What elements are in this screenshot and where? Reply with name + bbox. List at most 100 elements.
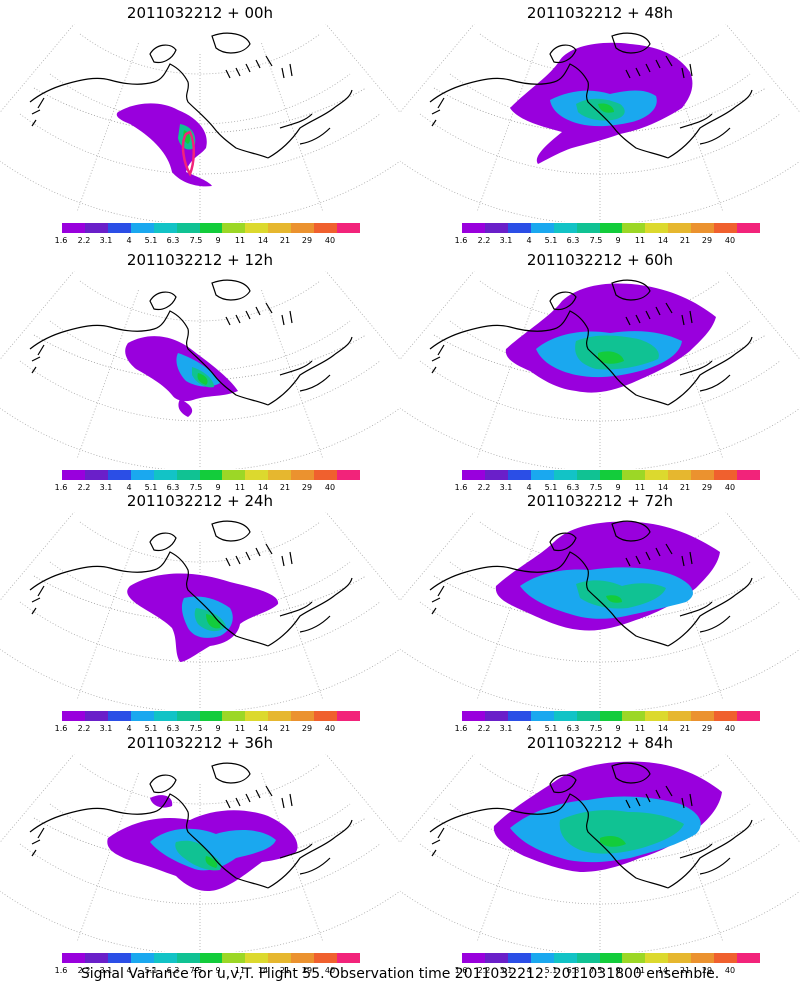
colorbar-swatch — [130, 953, 154, 963]
colorbar-swatch — [84, 711, 108, 721]
colorbar-tick-label: 3.1 — [99, 236, 113, 245]
colorbar-swatch — [553, 953, 577, 963]
colorbar-tick-label: 2.2 — [477, 236, 491, 245]
colorbar-swatch — [484, 953, 508, 963]
colorbar-tick-label: 4 — [526, 724, 532, 733]
colorbar-swatch — [576, 711, 600, 721]
colorbar-tick-label: 14 — [257, 483, 269, 492]
colorbar-tick-label: 14 — [657, 724, 669, 733]
colorbar-swatch — [576, 470, 600, 480]
colorbar-swatch — [576, 223, 600, 233]
colorbar-tick-label: 11 — [634, 236, 646, 245]
colorbar-tick-label: 3.1 — [499, 724, 513, 733]
colorbar-tick-label: 9 — [615, 483, 621, 492]
colorbar-tick-label: 3.1 — [499, 236, 513, 245]
forecast-panel: 2011032212 + 00h 1.6 2.2 3.1 4 5.1 6.3 7.5 9 11 14… — [0, 0, 400, 245]
variance-map — [0, 512, 400, 710]
colorbar-tick-label: 4 — [526, 236, 532, 245]
colorbar-tick-label: 11 — [234, 724, 246, 733]
colorbar-swatch — [599, 470, 623, 480]
colorbar-swatch — [245, 711, 269, 721]
variance-map — [400, 24, 800, 222]
colorbar-tick-label: 5.1 — [144, 236, 158, 245]
colorbar-swatch — [668, 711, 692, 721]
colorbar — [462, 711, 760, 721]
colorbar — [462, 470, 760, 480]
colorbar-swatch — [462, 953, 485, 963]
colorbar-swatch — [62, 953, 85, 963]
panel-title: 2011032212 + 36h — [126, 734, 274, 752]
colorbar-labels: 1.6 2.2 3.1 4 5.1 6.3 7.5 9 11 14 21 29 40 — [54, 483, 374, 493]
forecast-panel: 2011032212 + 12h 1.6 2.2 3.1 4 5.1 6.3 7.5 9 11 14… — [0, 247, 400, 492]
colorbar-tick-label: 21 — [679, 966, 691, 975]
colorbar-swatch — [668, 223, 692, 233]
colorbar-swatch — [645, 223, 669, 233]
colorbar-swatch — [291, 223, 315, 233]
panel-title: 2011032212 + 00h — [126, 4, 274, 22]
colorbar-swatch — [84, 470, 108, 480]
colorbar-tick-label: 29 — [301, 236, 313, 245]
colorbar-swatch — [668, 470, 692, 480]
colorbar-tick-label: 7.5 — [189, 236, 203, 245]
colorbar-tick-label: 29 — [301, 966, 313, 975]
variance-map — [400, 754, 800, 952]
colorbar-tick-label: 11 — [234, 483, 246, 492]
colorbar-swatch — [130, 470, 154, 480]
colorbar-swatch — [62, 470, 85, 480]
colorbar-swatch — [268, 223, 292, 233]
colorbar-swatch — [691, 223, 715, 233]
colorbar-swatch — [691, 953, 715, 963]
colorbar-swatch — [130, 711, 154, 721]
colorbar-tick-label: 21 — [279, 483, 291, 492]
colorbar-swatch — [507, 223, 531, 233]
colorbar-tick-label: 4 — [526, 483, 532, 492]
colorbar-swatch — [107, 953, 131, 963]
colorbar-swatch — [245, 470, 269, 480]
colorbar-tick-label: 2.2 — [77, 236, 91, 245]
panel-title: 2011032212 + 48h — [526, 4, 674, 22]
colorbar-swatch — [62, 223, 85, 233]
colorbar — [462, 953, 760, 963]
colorbar-tick-label: 4 — [526, 966, 532, 975]
colorbar-swatch — [153, 953, 177, 963]
colorbar-tick-label: 21 — [279, 236, 291, 245]
colorbar-swatch — [530, 711, 554, 721]
colorbar-swatch — [337, 953, 360, 963]
variance-field — [107, 795, 298, 892]
colorbar-swatch — [622, 953, 646, 963]
colorbar-swatch — [737, 953, 760, 963]
colorbar-labels: 1.6 2.2 3.1 4 5.1 6.3 7.5 9 11 14 21 29 40 — [54, 966, 374, 976]
colorbar-tick-label: 9 — [615, 236, 621, 245]
colorbar-tick-label: 5.1 — [144, 724, 158, 733]
variance-field — [495, 521, 720, 631]
colorbar-tick-label: 2.2 — [77, 724, 91, 733]
variance-map — [0, 271, 400, 469]
colorbar-swatch — [507, 470, 531, 480]
colorbar-swatch — [222, 953, 246, 963]
colorbar — [62, 711, 360, 721]
colorbar-tick-label: 40 — [324, 966, 336, 975]
colorbar-tick-label: 3.1 — [99, 724, 113, 733]
colorbar-tick-label: 14 — [657, 966, 669, 975]
colorbar-tick-label: 11 — [234, 236, 246, 245]
forecast-panel: 2011032212 + 36h 1.6 2.2 3.1 4 5.1 6.3 7.5 9 11 14… — [0, 730, 400, 975]
colorbar-swatch — [714, 470, 738, 480]
colorbar-swatch — [691, 711, 715, 721]
colorbar-swatch — [245, 223, 269, 233]
colorbar-tick-label: 9 — [215, 483, 221, 492]
colorbar-tick-label: 1.6 — [454, 483, 468, 492]
colorbar-swatch — [714, 711, 738, 721]
colorbar-swatch — [222, 470, 246, 480]
colorbar-swatch — [622, 470, 646, 480]
colorbar-tick-label: 40 — [724, 966, 736, 975]
colorbar-tick-label: 21 — [679, 724, 691, 733]
colorbar-tick-label: 5.1 — [544, 483, 558, 492]
colorbar-swatch — [84, 953, 108, 963]
colorbar-swatch — [714, 953, 738, 963]
colorbar-tick-label: 1.6 — [454, 966, 468, 975]
variance-field — [510, 42, 693, 164]
colorbar-swatch — [153, 223, 177, 233]
colorbar-tick-label: 4 — [126, 236, 132, 245]
panel-title: 2011032212 + 12h — [126, 251, 274, 269]
colorbar-swatch — [530, 223, 554, 233]
